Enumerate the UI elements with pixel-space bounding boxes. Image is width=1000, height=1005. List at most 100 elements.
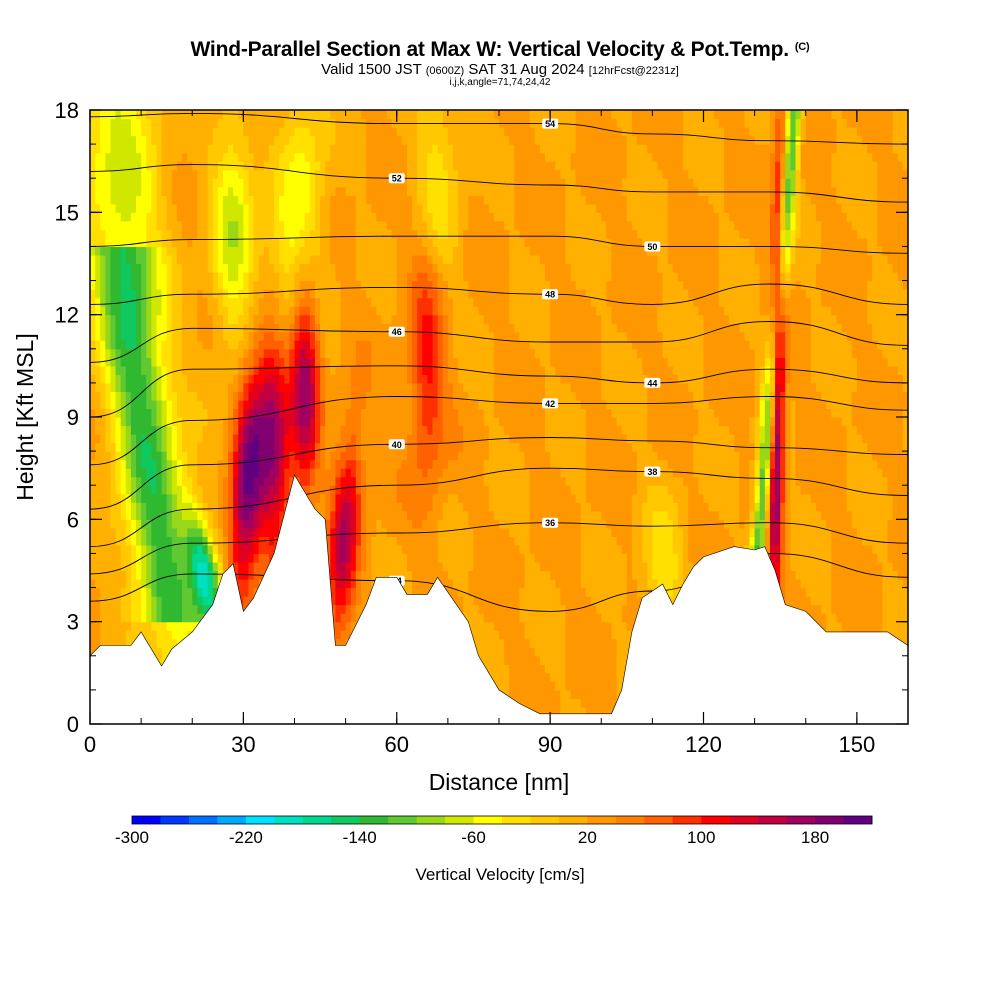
velocity-cell (401, 553, 408, 563)
velocity-cell (284, 178, 290, 188)
velocity-cell (207, 570, 214, 580)
velocity-cell (105, 579, 112, 589)
velocity-cell (417, 280, 423, 290)
velocity-cell (289, 229, 296, 239)
velocity-cell (350, 127, 357, 137)
velocity-cell (161, 613, 168, 623)
velocity-cell (233, 246, 239, 256)
velocity-cell (222, 246, 229, 256)
velocity-cell (95, 203, 101, 213)
velocity-cell (233, 135, 239, 145)
velocity-cell (396, 382, 403, 393)
velocity-cell (320, 408, 326, 418)
velocity-cell (417, 169, 423, 179)
velocity-cell (105, 561, 112, 572)
velocity-cell (151, 587, 158, 597)
velocity-cell (289, 391, 296, 401)
velocity-cell (222, 254, 229, 265)
velocity-cell (212, 306, 219, 316)
velocity-cell (156, 476, 163, 486)
velocity-cell (350, 468, 357, 478)
velocity-cell (366, 220, 372, 230)
velocity-cell (176, 152, 183, 162)
velocity-cell (187, 212, 193, 222)
velocity-cell (222, 127, 229, 137)
velocity-cell (422, 144, 429, 154)
velocity-cell (279, 459, 285, 469)
velocity-cell (238, 118, 244, 128)
velocity-cell (100, 340, 106, 350)
velocity-cell (325, 340, 331, 350)
velocity-cell (309, 254, 316, 265)
velocity-cell (417, 178, 423, 188)
velocity-cell (171, 502, 178, 512)
velocity-cell (371, 374, 377, 384)
velocity-cell (90, 110, 96, 120)
velocity-cell (146, 638, 152, 648)
velocity-cell (171, 127, 178, 137)
velocity-cell (335, 621, 342, 631)
velocity-cell (279, 110, 285, 120)
velocity-cell (202, 152, 209, 162)
velocity-cell (212, 161, 219, 171)
velocity-cell (100, 220, 106, 230)
velocity-cell (345, 229, 352, 239)
velocity-cell (391, 135, 398, 145)
velocity-cell (345, 502, 352, 512)
velocity-cell (130, 357, 137, 367)
velocity-cell (320, 246, 326, 256)
velocity-cell (299, 110, 306, 120)
velocity-cell (161, 340, 168, 350)
velocity-cell (176, 587, 183, 597)
velocity-cell (207, 212, 214, 222)
velocity-cell (289, 297, 296, 307)
velocity-cell (238, 212, 244, 222)
velocity-cell (115, 434, 122, 444)
velocity-cell (105, 263, 112, 273)
velocity-cell (105, 186, 112, 196)
velocity-cell (217, 186, 224, 196)
velocity-cell (340, 613, 347, 623)
velocity-cell (391, 186, 398, 196)
velocity-cell (212, 434, 219, 444)
velocity-cell (340, 493, 347, 503)
velocity-cell (391, 110, 398, 120)
velocity-cell (432, 306, 439, 316)
velocity-cell (100, 451, 106, 461)
velocity-cell (156, 561, 163, 572)
velocity-cell (233, 178, 239, 188)
velocity-cell (345, 212, 352, 222)
velocity-cell (156, 135, 163, 145)
velocity-cell (274, 417, 280, 427)
velocity-cell (340, 527, 347, 537)
velocity-cell (417, 357, 423, 367)
velocity-cell (136, 510, 142, 520)
velocity-cell (176, 510, 183, 520)
velocity-cell (253, 485, 260, 495)
velocity-cell (228, 246, 234, 256)
velocity-cell (233, 425, 239, 435)
velocity-cell (156, 459, 163, 469)
velocity-cell (376, 178, 383, 188)
velocity-cell (279, 502, 285, 512)
velocity-cell (391, 365, 398, 375)
velocity-cell (345, 323, 352, 333)
velocity-cell (238, 451, 244, 461)
velocity-cell (217, 263, 224, 273)
velocity-cell (335, 254, 342, 265)
velocity-cell (396, 357, 403, 367)
velocity-cell (161, 399, 168, 410)
velocity-cell (289, 331, 296, 341)
velocity-cell (335, 178, 342, 188)
velocity-cell (130, 613, 137, 623)
velocity-cell (396, 476, 403, 486)
velocity-cell (105, 527, 112, 537)
velocity-cell (335, 519, 342, 529)
velocity-cell (284, 263, 290, 273)
velocity-cell (90, 502, 96, 512)
velocity-cell (187, 596, 193, 606)
velocity-cell (417, 451, 423, 461)
velocity-cell (146, 280, 152, 290)
velocity-cell (355, 459, 362, 469)
velocity-cell (171, 365, 178, 375)
